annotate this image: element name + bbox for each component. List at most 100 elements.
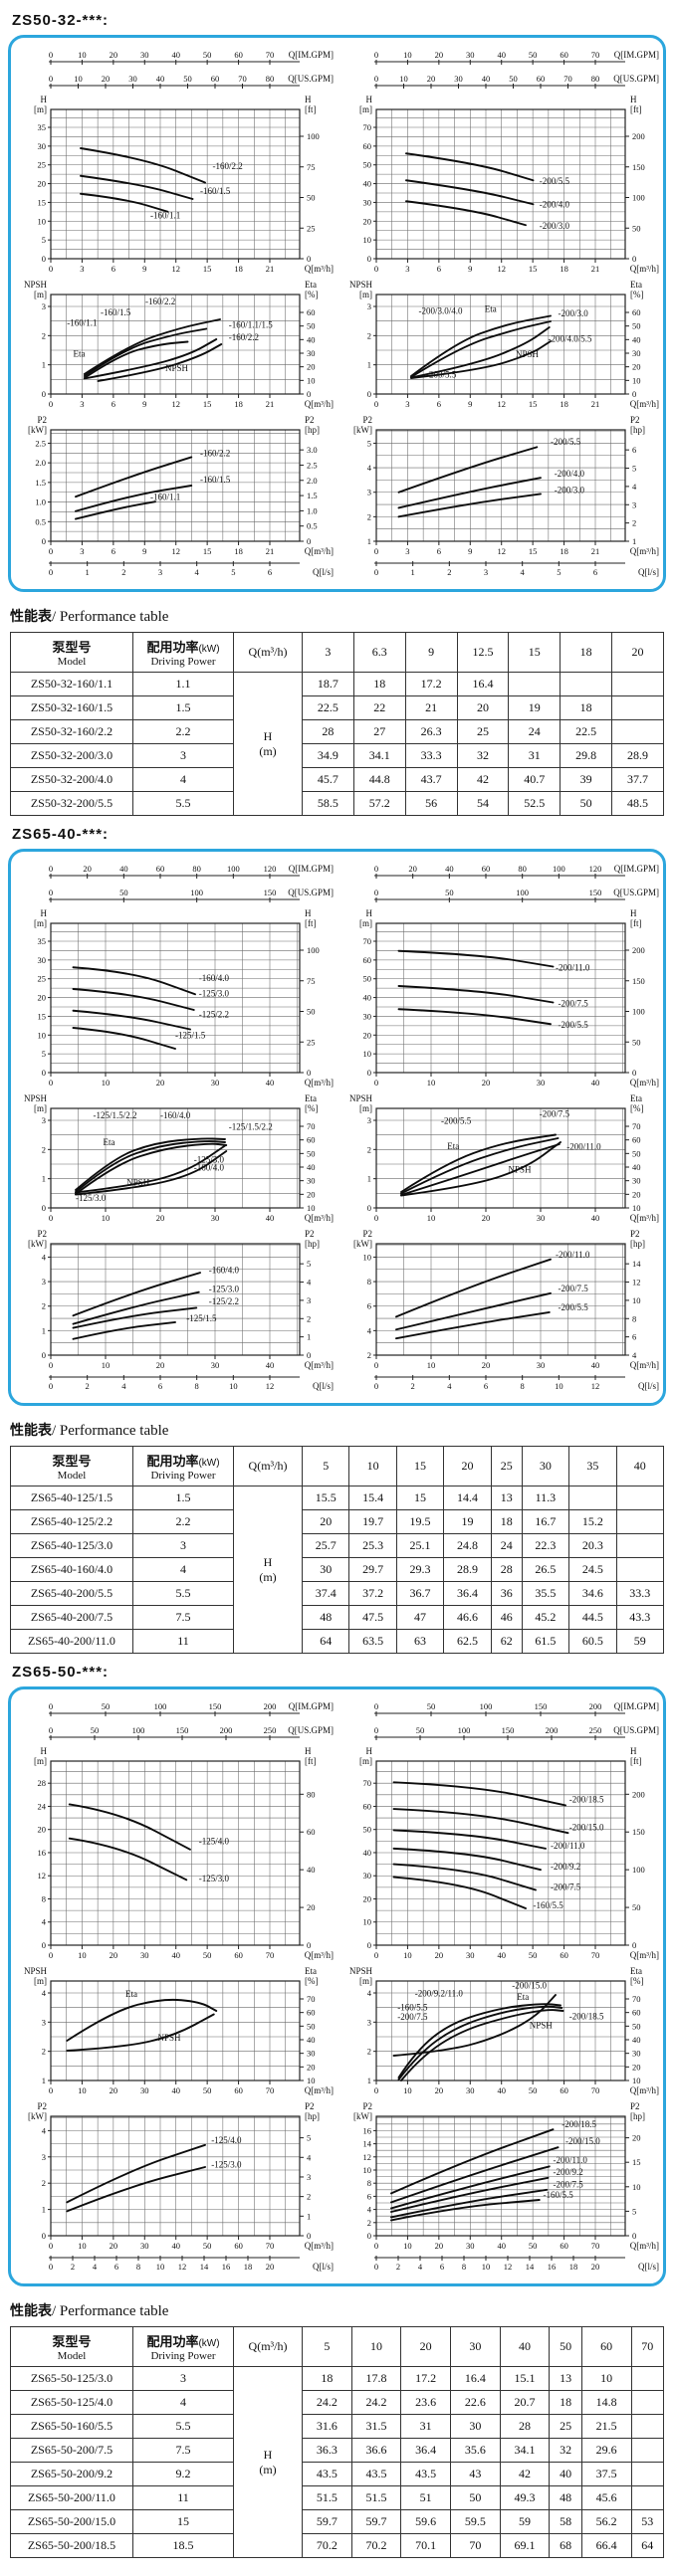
- cell-head-value: 43.7: [404, 767, 458, 792]
- x-axis-tick: 30: [211, 1078, 220, 1088]
- y-axis-tick: 16: [363, 2125, 372, 2135]
- cell-head-value: 19.7: [348, 1509, 397, 1534]
- y-axis-tick: 10: [363, 1252, 372, 1262]
- cell-head-value: 34.1: [499, 2438, 551, 2463]
- x-axis-tick: 12: [498, 546, 507, 556]
- curve-label: -200/4.0/5.5: [549, 334, 592, 344]
- performance-curve: [72, 966, 196, 996]
- y-axis-tick: 2: [367, 2047, 371, 2057]
- cell-head-value: 31.5: [350, 2414, 402, 2439]
- curve-label: NPSH: [509, 1165, 533, 1175]
- x2-axis-tick: 8: [194, 1381, 198, 1391]
- y2-axis-tick: 10: [307, 1203, 316, 1213]
- cell-head-value: 62: [490, 1629, 523, 1654]
- table-row: ZS65-40-125/3.0 3 25.7 25.3 25.1 24.8 24 22.3 20…: [10, 1533, 665, 1558]
- x-top-tick: 30: [455, 74, 464, 84]
- x-axis-tick: 40: [266, 1360, 275, 1370]
- y2-axis-tick: 40: [632, 1162, 641, 1172]
- performance-curve: [79, 192, 169, 213]
- x-axis-tick: 0: [374, 1078, 378, 1088]
- curve-label: -200/5.5: [551, 437, 581, 447]
- x-axis-tick: 0: [49, 1213, 53, 1223]
- cell-head-value: 36.4: [400, 2438, 452, 2463]
- y-axis-tick: 3: [42, 301, 46, 311]
- performance-curve: [410, 340, 553, 379]
- table-row: ZS65-40-125/2.2 2.2 20 19.7 19.5 19 18 16.7 15.2: [10, 1509, 665, 1534]
- x-axis-tick: 20: [109, 2085, 117, 2095]
- x-axis-tick: 15: [203, 399, 212, 409]
- curve-label: -160/2.2: [145, 297, 175, 306]
- curve-label: -160/4.0: [160, 1110, 191, 1120]
- x-axis-label: Q[m³/h]: [305, 2241, 334, 2251]
- y2-axis-label: [ft]: [630, 918, 642, 928]
- cell-model: ZS65-40-160/4.0: [10, 1557, 133, 1582]
- x2-axis-tick: 2: [71, 2262, 75, 2272]
- table-row: ZS65-40-200/7.5 7.5 48 47.5 47 46.6 46 45.2 44.5…: [10, 1605, 665, 1630]
- cell-power: 9.2: [132, 2462, 234, 2486]
- x2-axis-tick: 4: [121, 1381, 126, 1391]
- cell-head-value: 14.4: [443, 1486, 492, 1510]
- performance-curve: [72, 1272, 201, 1317]
- cell-head-value: 70.2: [302, 2533, 352, 2558]
- x-top-tick: 20: [435, 50, 444, 60]
- x-axis-tick: 0: [374, 546, 378, 556]
- y2-axis-tick: 30: [307, 2049, 316, 2059]
- y-axis-label: NPSH: [349, 1093, 373, 1103]
- performance-curve: [410, 320, 553, 378]
- curve-label: -200/7.5: [559, 998, 589, 1008]
- cell-model: ZS65-50-200/15.0: [10, 2509, 133, 2534]
- cell-head-value: 36: [490, 1581, 523, 1606]
- x2-axis-tick: 8: [521, 1381, 525, 1391]
- column-header-qvalue: 9: [404, 632, 458, 673]
- x-axis-tick: 50: [203, 1950, 212, 1960]
- y-axis-tick: 1: [367, 2076, 371, 2085]
- cell-head-value: 68: [549, 2533, 582, 2558]
- x2-axis-tick: 6: [268, 567, 272, 577]
- x-axis-tick: 20: [482, 1213, 491, 1223]
- curve-label: -200/18.5: [569, 2012, 604, 2022]
- plot-border: [50, 429, 301, 542]
- cell-head-value: 11.3: [521, 1486, 570, 1510]
- column-header-qvalue: 35: [568, 1446, 617, 1486]
- x-top-tick: 20: [427, 74, 436, 84]
- y2-axis-label: [%]: [630, 290, 644, 299]
- plot-border: [375, 1980, 626, 2081]
- cell-head-value: 25.7: [301, 1533, 350, 1558]
- x-top-tick: 50: [102, 1701, 111, 1711]
- y2-axis-label: P2: [305, 1229, 315, 1239]
- x-top-tick: 80: [519, 864, 528, 874]
- x2-axis-tick: 12: [178, 2262, 187, 2272]
- cell-head-value: 63: [395, 1629, 445, 1654]
- x-axis-tick: 60: [561, 2085, 569, 2095]
- x-top-tick: 80: [192, 864, 201, 874]
- plot-border: [50, 294, 301, 395]
- y-axis-tick: 0: [42, 2231, 46, 2241]
- cell-head-value: 36.4: [443, 1581, 492, 1606]
- x-top-tick: 200: [219, 1725, 232, 1735]
- cell-head-value: [615, 1509, 665, 1534]
- x2-axis-tick: 20: [266, 2262, 275, 2272]
- performance-curve: [392, 1781, 567, 1807]
- y-axis-label: [kW]: [28, 1239, 47, 1249]
- plot-border: [50, 2115, 301, 2237]
- performance-curve: [397, 446, 539, 494]
- y-axis-tick: 10: [363, 235, 372, 245]
- x-axis-tick: 30: [211, 1213, 220, 1223]
- y-axis-tick: 28: [37, 1778, 46, 1788]
- x2-axis-tick: 6: [440, 2262, 444, 2272]
- cell-head-value: 30: [450, 2414, 501, 2439]
- y2-axis-tick: 2: [307, 1313, 311, 1323]
- y-axis-label: [m]: [34, 104, 47, 114]
- column-header-qvalue: 40: [615, 1446, 665, 1486]
- x-top-axis-label: Q[IM.GPM]: [288, 50, 333, 60]
- x-axis-label: Q[m³/h]: [305, 1360, 334, 1370]
- cell-head-value: 64: [301, 1629, 350, 1654]
- column-header-power: 配用功率(kW) Driving Power: [132, 2326, 234, 2367]
- y2-axis-tick: 20: [307, 1189, 316, 1199]
- cell-head-value: 59.7: [302, 2509, 352, 2534]
- cell-head-value: 24.2: [302, 2390, 352, 2415]
- performance-curve: [405, 152, 535, 182]
- y2-axis-tick: 10: [632, 2076, 641, 2085]
- x2-axis-tick: 2: [85, 1381, 89, 1391]
